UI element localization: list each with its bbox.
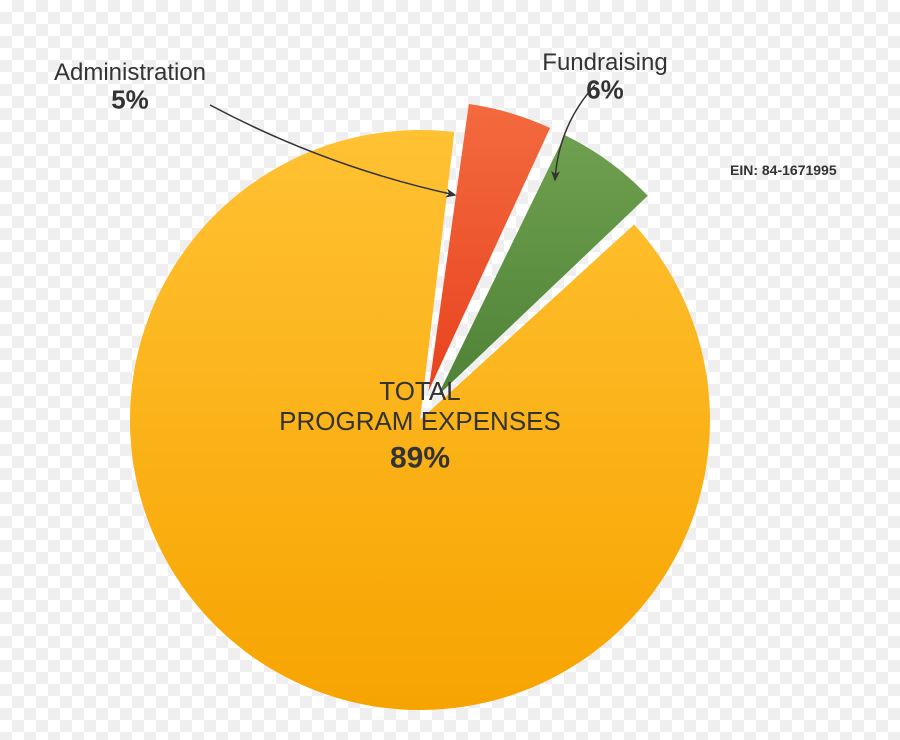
center-label-line1: TOTAL — [379, 376, 460, 406]
callout-label-administration: Administration — [54, 59, 206, 86]
callout-value-administration: 5% — [111, 85, 149, 115]
expenses-pie-chart: Fundraising6%Administration5% TOTALPROGR… — [0, 0, 900, 740]
ein-label: EIN: 84-1671995 — [730, 162, 837, 178]
center-label-line2: PROGRAM EXPENSES — [279, 406, 561, 436]
callout-label-fundraising: Fundraising — [542, 49, 667, 76]
center-label-value: 89% — [390, 441, 450, 474]
